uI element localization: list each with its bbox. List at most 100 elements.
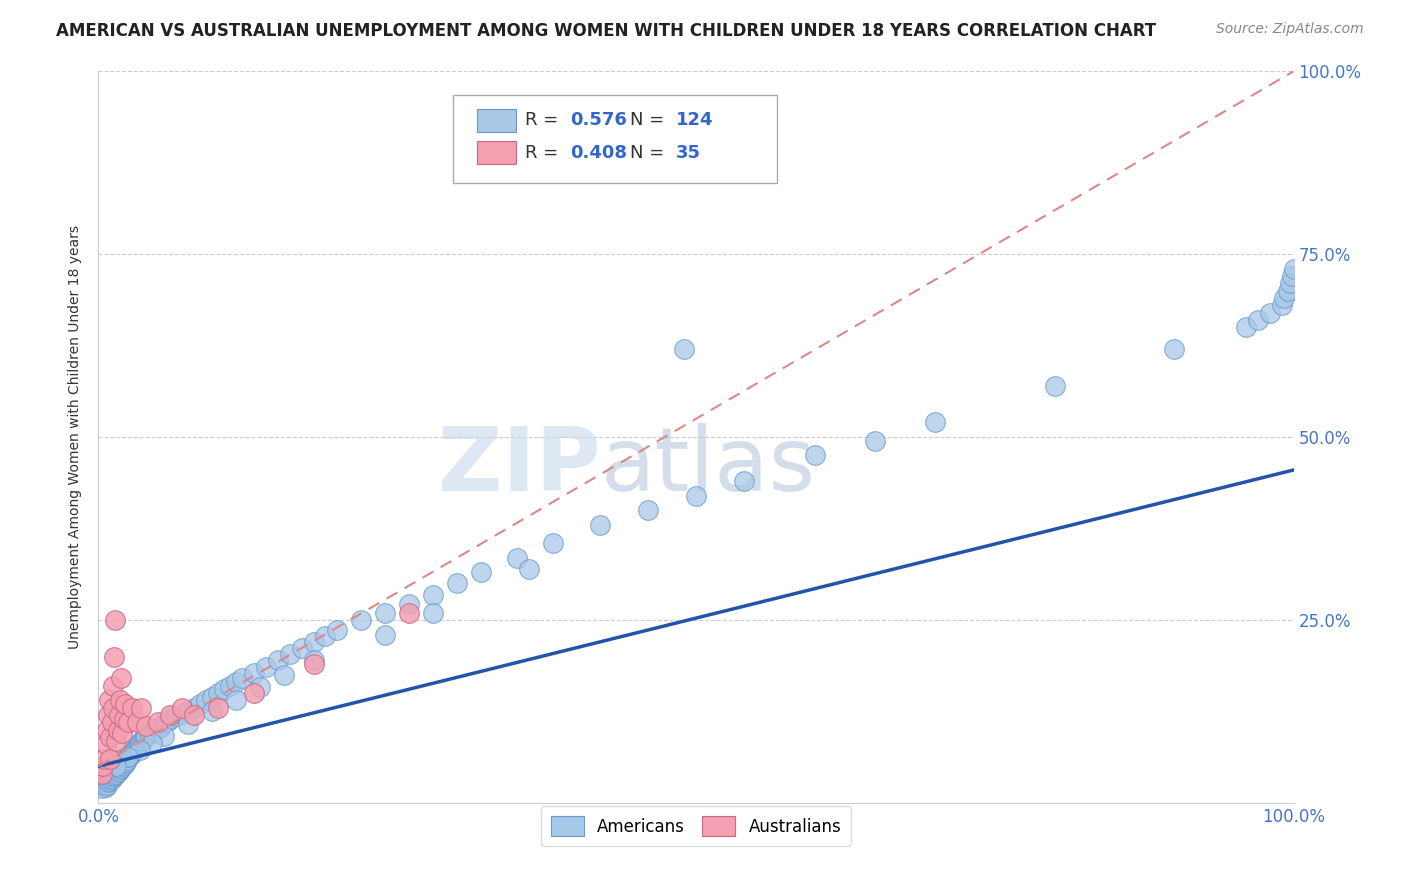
Point: [506, 550, 529, 565]
Point: [249, 680, 271, 694]
Text: AMERICAN VS AUSTRALIAN UNEMPLOYMENT AMONG WOMEN WITH CHILDREN UNDER 18 YEARS COR: AMERICAN VS AUSTRALIAN UNEMPLOYMENT AMON…: [56, 22, 1156, 40]
Point: [107, 765, 129, 780]
Point: [589, 517, 612, 532]
Point: [149, 720, 172, 734]
Point: [97, 708, 120, 723]
Point: [1277, 284, 1299, 298]
Point: [115, 755, 138, 769]
Point: [804, 448, 827, 462]
FancyBboxPatch shape: [477, 109, 516, 132]
Point: [96, 778, 118, 792]
Point: [112, 757, 135, 772]
Point: [145, 723, 167, 737]
Point: [122, 745, 145, 759]
Point: [1247, 313, 1270, 327]
Point: [98, 773, 121, 788]
Point: [104, 761, 127, 775]
Point: [127, 739, 149, 753]
Point: [470, 566, 492, 580]
Text: ZIP: ZIP: [437, 423, 600, 510]
Point: [201, 690, 224, 704]
Point: [105, 733, 128, 747]
Point: [91, 759, 114, 773]
Point: [103, 649, 125, 664]
Point: [219, 679, 242, 693]
Point: [374, 606, 396, 620]
Point: [291, 640, 314, 655]
Point: [225, 675, 247, 690]
Point: [302, 657, 325, 671]
Point: [1272, 291, 1295, 305]
Point: [1281, 269, 1303, 284]
Point: [278, 647, 301, 661]
Point: [733, 474, 755, 488]
Text: R =: R =: [524, 144, 564, 161]
Point: [156, 714, 179, 728]
Point: [141, 736, 163, 750]
Text: 124: 124: [676, 112, 713, 129]
Point: [110, 761, 132, 775]
Point: [165, 709, 187, 723]
Point: [1163, 343, 1185, 357]
Point: [685, 489, 707, 503]
Text: 0.576: 0.576: [571, 112, 627, 129]
Point: [637, 503, 659, 517]
Point: [100, 715, 122, 730]
Point: [212, 682, 235, 697]
Point: [121, 746, 143, 760]
Point: [94, 780, 117, 794]
Point: [135, 729, 157, 743]
Point: [177, 704, 200, 718]
Point: [107, 757, 129, 772]
Point: [315, 629, 337, 643]
Point: [124, 743, 146, 757]
Point: [374, 627, 396, 641]
Point: [422, 606, 444, 620]
Point: [1271, 298, 1294, 312]
Point: [326, 623, 349, 637]
Point: [98, 730, 122, 744]
Point: [101, 700, 124, 714]
Point: [132, 731, 155, 746]
Point: [135, 719, 157, 733]
Point: [183, 708, 205, 723]
Point: [142, 724, 165, 739]
Point: [1043, 379, 1066, 393]
Point: [188, 697, 211, 711]
Point: [96, 723, 118, 737]
Point: [207, 686, 229, 700]
Point: [98, 768, 121, 782]
Point: [195, 693, 218, 707]
Point: [98, 752, 122, 766]
Point: [125, 715, 148, 730]
Text: 0.408: 0.408: [571, 144, 627, 161]
Point: [243, 665, 266, 680]
Point: [93, 775, 115, 789]
Text: 35: 35: [676, 144, 700, 161]
Point: [103, 769, 125, 783]
Point: [104, 613, 127, 627]
Point: [120, 747, 142, 762]
Point: [172, 700, 194, 714]
Point: [118, 749, 141, 764]
Point: [148, 715, 170, 730]
Point: [111, 752, 134, 766]
Text: atlas: atlas: [600, 423, 815, 510]
Point: [97, 770, 120, 784]
Point: [125, 740, 148, 755]
Point: [121, 700, 143, 714]
Point: [91, 781, 114, 796]
Point: [96, 772, 118, 787]
FancyBboxPatch shape: [477, 141, 516, 164]
Point: [103, 762, 125, 776]
Point: [225, 693, 247, 707]
Point: [517, 562, 540, 576]
Point: [177, 716, 200, 731]
Point: [155, 715, 177, 730]
Point: [108, 762, 131, 776]
Point: [243, 686, 266, 700]
Point: [111, 726, 134, 740]
Point: [110, 753, 132, 767]
Point: [105, 759, 128, 773]
Point: [422, 588, 444, 602]
